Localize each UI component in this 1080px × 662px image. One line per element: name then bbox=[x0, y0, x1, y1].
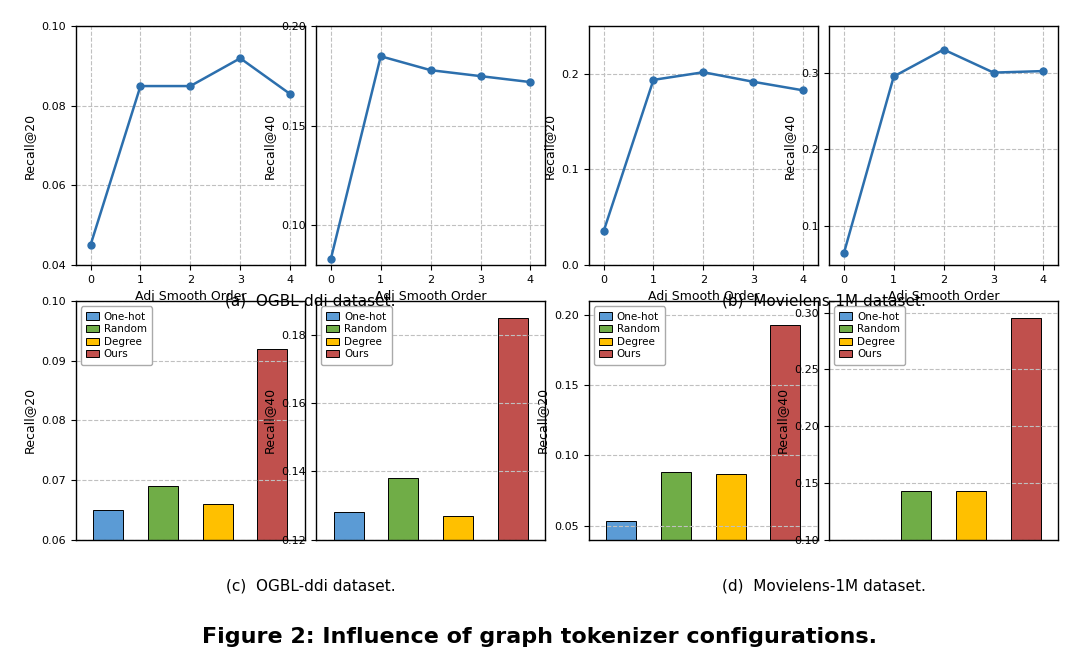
Text: Figure 2: Influence of graph tokenizer configurations.: Figure 2: Influence of graph tokenizer c… bbox=[203, 627, 877, 647]
Text: (c)  OGBL-ddi dataset.: (c) OGBL-ddi dataset. bbox=[226, 579, 395, 593]
Bar bbox=[93, 510, 123, 662]
Bar bbox=[1011, 318, 1041, 653]
Y-axis label: Recall@20: Recall@20 bbox=[542, 113, 555, 179]
Y-axis label: Recall@20: Recall@20 bbox=[23, 387, 36, 453]
Legend: One-hot, Random, Degree, Ours: One-hot, Random, Degree, Ours bbox=[834, 307, 905, 365]
Bar bbox=[847, 545, 877, 653]
Legend: One-hot, Random, Degree, Ours: One-hot, Random, Degree, Ours bbox=[81, 307, 152, 365]
Y-axis label: Recall@40: Recall@40 bbox=[775, 387, 788, 453]
Bar bbox=[389, 478, 418, 662]
Bar bbox=[498, 318, 528, 662]
Text: (b)  Movielens-1M dataset.: (b) Movielens-1M dataset. bbox=[721, 294, 926, 308]
Bar bbox=[148, 486, 178, 662]
Bar bbox=[257, 349, 287, 662]
Bar bbox=[606, 521, 636, 596]
Y-axis label: Recall@40: Recall@40 bbox=[262, 113, 275, 179]
Bar bbox=[661, 472, 691, 596]
X-axis label: Adj Smooth Order: Adj Smooth Order bbox=[648, 290, 759, 303]
Text: (a)  OGBL-ddi dataset.: (a) OGBL-ddi dataset. bbox=[226, 294, 395, 308]
Legend: One-hot, Random, Degree, Ours: One-hot, Random, Degree, Ours bbox=[594, 307, 665, 365]
Bar bbox=[443, 516, 473, 662]
X-axis label: Adj Smooth Order: Adj Smooth Order bbox=[888, 290, 999, 303]
Bar bbox=[770, 325, 800, 596]
Bar bbox=[334, 512, 364, 662]
Bar bbox=[203, 504, 232, 662]
X-axis label: Adj Smooth Order: Adj Smooth Order bbox=[375, 290, 486, 303]
Y-axis label: Recall@20: Recall@20 bbox=[536, 387, 549, 453]
Y-axis label: Recall@20: Recall@20 bbox=[23, 113, 36, 179]
Legend: One-hot, Random, Degree, Ours: One-hot, Random, Degree, Ours bbox=[321, 307, 392, 365]
Bar bbox=[716, 473, 745, 596]
Y-axis label: Recall@40: Recall@40 bbox=[262, 387, 275, 453]
Text: (d)  Movielens-1M dataset.: (d) Movielens-1M dataset. bbox=[721, 579, 926, 593]
Bar bbox=[956, 491, 986, 653]
Y-axis label: Recall@40: Recall@40 bbox=[783, 113, 796, 179]
Bar bbox=[902, 491, 931, 653]
X-axis label: Adj Smooth Order: Adj Smooth Order bbox=[135, 290, 246, 303]
